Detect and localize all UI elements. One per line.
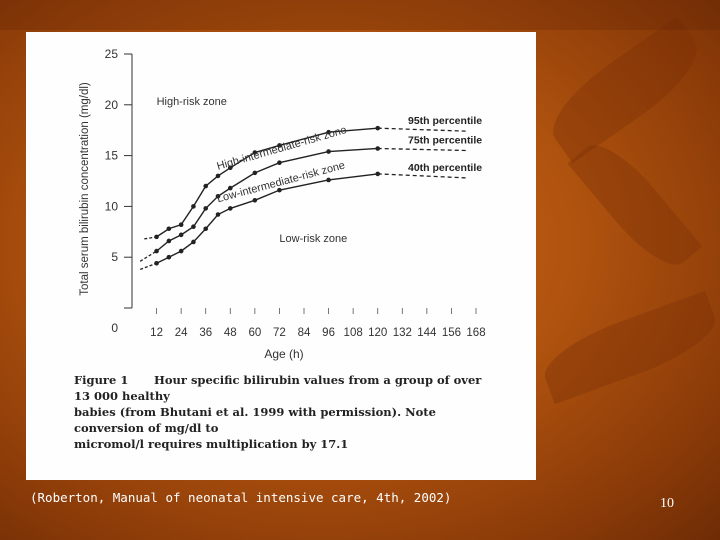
y-axis-label: Total serum bilirubin concentration (mg/…	[79, 82, 91, 296]
series-point	[252, 170, 258, 176]
series-point	[375, 146, 381, 151]
series-point	[252, 150, 258, 155]
series-point	[215, 193, 221, 199]
x-tick-label: 84	[298, 327, 311, 339]
x-tick-label: 72	[273, 327, 286, 339]
page-number: 10	[660, 496, 674, 511]
figure-caption: Figure 1 Hour specific bilirubin values f…	[74, 372, 494, 452]
figure-panel: 0 5 10 15 20 25 12 24 36 48 60 72 84 96 108 120 132 144 15…	[26, 32, 536, 480]
series-point	[191, 239, 196, 245]
series-lead-in-line	[139, 250, 157, 262]
series-extension-line	[377, 127, 468, 132]
bilirubin-chart: 0 5 10 15 20 25 12 24 36 48 60 72 84 96 108 120 132 144 15…	[79, 47, 486, 361]
x-tick-label: 60	[248, 327, 261, 339]
figure-caption-label: Figure 1	[74, 373, 129, 387]
background-leaf	[536, 290, 720, 405]
series-point	[166, 226, 172, 232]
series-point	[215, 212, 221, 217]
x-tick-label: 108	[344, 327, 363, 339]
series-point	[375, 125, 381, 131]
y-tick-label: 15	[105, 149, 119, 163]
x-tick-label: 12	[150, 327, 163, 339]
x-tick-label: 48	[224, 327, 237, 339]
series-point	[178, 248, 184, 254]
series-point	[191, 204, 196, 209]
x-tick-label: 36	[199, 327, 212, 339]
series-point	[154, 234, 159, 240]
series-point	[326, 177, 331, 183]
series-point	[203, 206, 209, 211]
series-point	[215, 173, 221, 179]
series-label: 95th percentile	[408, 115, 482, 127]
x-axis-label: Age (h)	[264, 347, 303, 361]
x-tick-label: 96	[322, 327, 335, 339]
series-label: 75th percentile	[408, 135, 482, 147]
series-point	[252, 198, 258, 203]
figure-caption-line: micromol/l requires multiplication by 17…	[74, 437, 349, 451]
x-tick-label: 156	[442, 327, 461, 339]
figure-caption-line: babies (from Bhutani et al. 1999 with pe…	[74, 405, 436, 435]
x-tick-label: 168	[466, 327, 485, 339]
y-tick-label: 10	[105, 199, 119, 213]
x-tick-label: 132	[393, 327, 412, 339]
zone-label: Low-risk zone	[279, 233, 347, 245]
series-point	[166, 254, 172, 260]
series-point	[154, 260, 159, 266]
y-tick-label: 25	[105, 47, 119, 61]
series-point	[154, 248, 159, 254]
series-point	[326, 129, 331, 135]
series-lead-in-line	[139, 262, 157, 271]
series-point	[166, 238, 172, 244]
background-leaf	[0, 0, 720, 30]
series-point	[277, 143, 282, 148]
citation-text: (Roberton, Manual of neonatal intensive …	[30, 490, 452, 505]
series-point	[277, 160, 282, 166]
series-point	[326, 149, 331, 154]
x-tick-label: 120	[368, 327, 387, 339]
series-point	[227, 165, 233, 171]
series-extension-line	[377, 147, 468, 152]
series-point	[178, 232, 184, 238]
y-tick-label: 20	[105, 98, 119, 112]
zone-label: High-risk zone	[157, 96, 227, 108]
series-point	[227, 185, 233, 191]
background-leaf	[538, 16, 712, 164]
series-point	[203, 183, 209, 189]
series-point	[203, 226, 209, 232]
series-extension-line	[377, 173, 468, 179]
figure-caption-line: Hour specific bilirubin values from a gr…	[74, 373, 482, 403]
y-tick-label: 0	[111, 321, 118, 335]
x-tick-label: 144	[417, 327, 437, 339]
series-point	[227, 206, 233, 211]
series-label: 40th percentile	[408, 162, 482, 174]
series-point	[191, 224, 196, 230]
x-tick-label: 24	[175, 327, 188, 339]
y-tick-label: 5	[111, 250, 118, 264]
series-point	[277, 187, 282, 193]
series-point	[178, 222, 184, 227]
background-leaf	[567, 131, 703, 279]
